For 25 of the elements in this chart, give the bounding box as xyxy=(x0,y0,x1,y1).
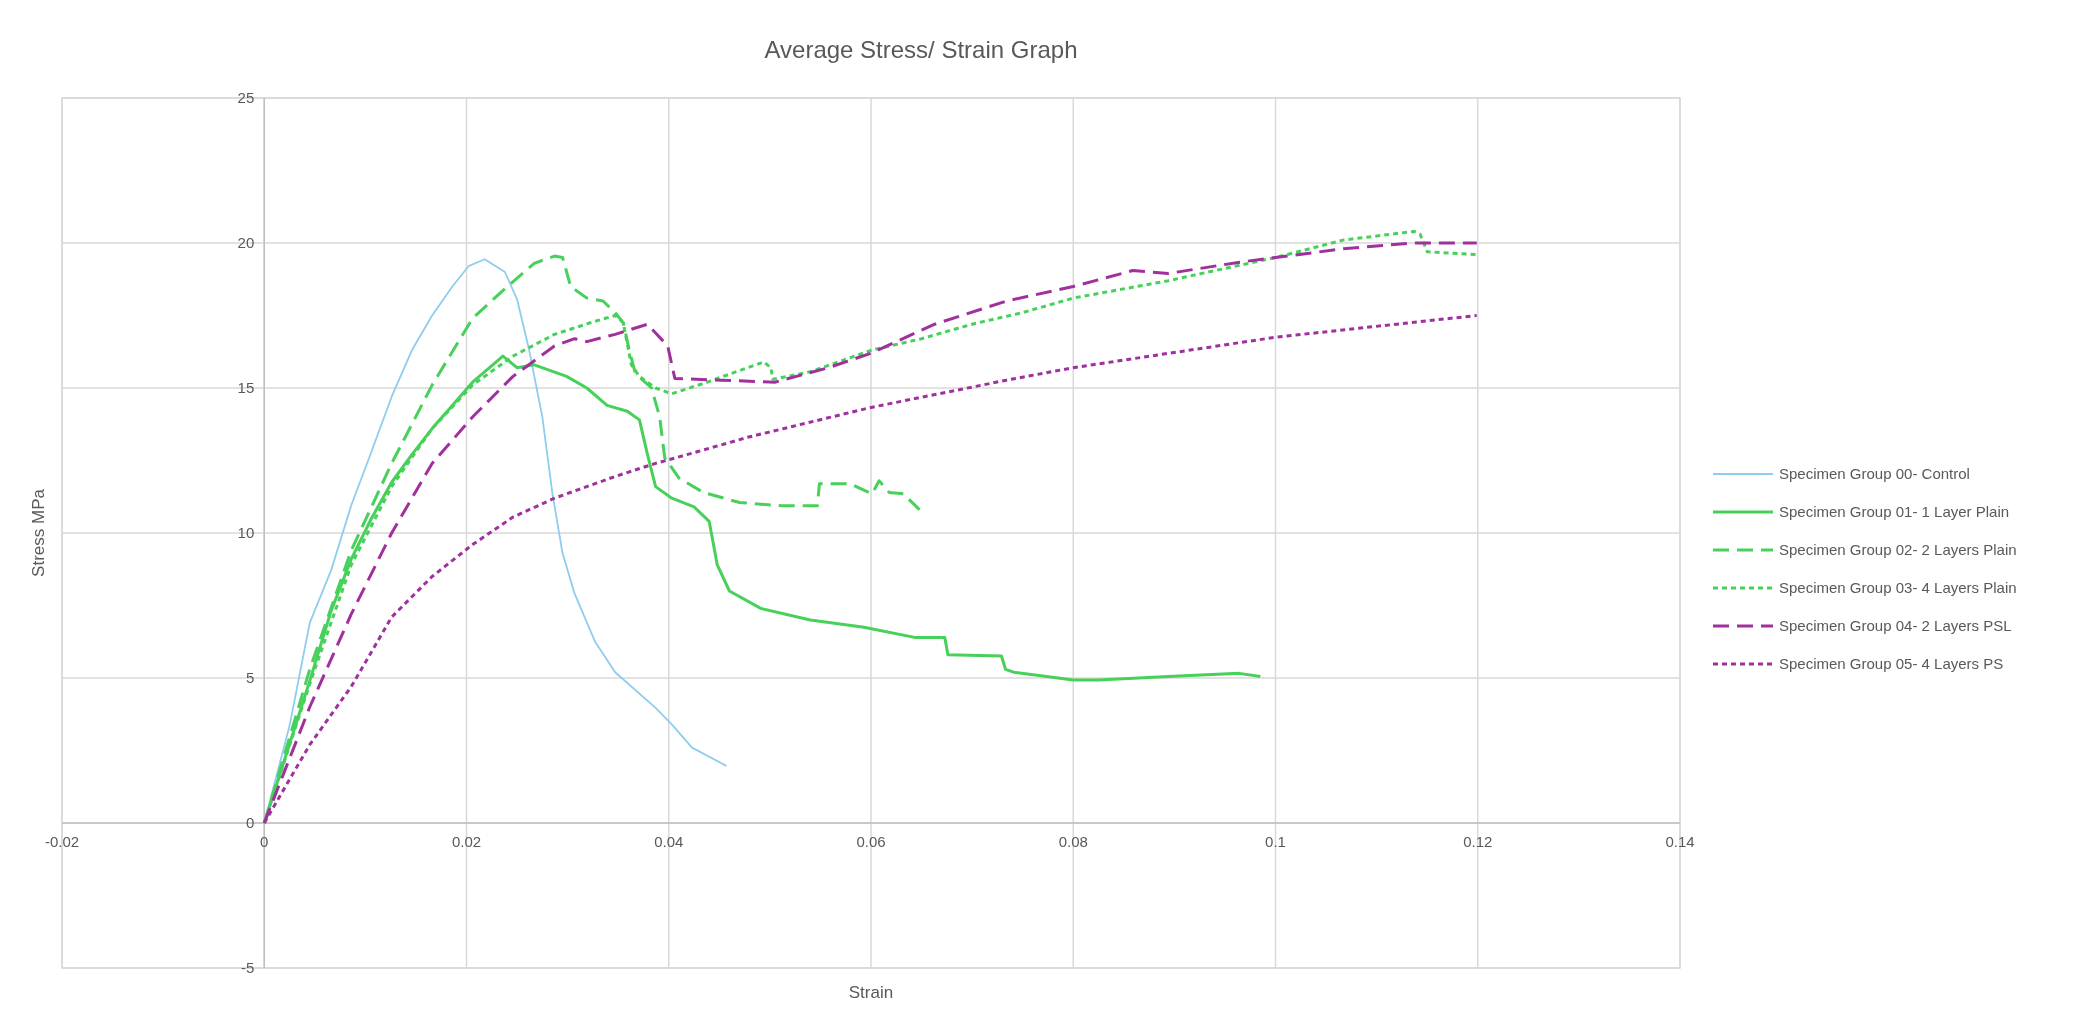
y-tick-label: 15 xyxy=(237,379,255,396)
x-tick-label: 0.14 xyxy=(1665,833,1695,850)
x-tick-label: 0.04 xyxy=(654,833,684,850)
x-tick-label: 0.1 xyxy=(1265,833,1286,850)
legend-label: Specimen Group 02- 2 Layers Plain xyxy=(1779,541,2017,558)
x-tick-label: 0.02 xyxy=(451,833,482,850)
legend-label: Specimen Group 00- Control xyxy=(1779,465,1970,482)
legend-label: Specimen Group 05- 4 Layers PS xyxy=(1779,655,2004,672)
x-tick-label: 0.06 xyxy=(856,833,886,850)
y-tick-label: -5 xyxy=(240,959,255,976)
y-tick-label: 10 xyxy=(237,524,255,541)
x-tick-label: -0.02 xyxy=(44,833,80,850)
x-axis-title: Strain xyxy=(848,983,894,1002)
legend-label: Specimen Group 01- 1 Layer Plain xyxy=(1779,503,2010,520)
y-tick-label: 20 xyxy=(237,234,255,251)
legend-label: Specimen Group 04- 2 Layers PSL xyxy=(1779,617,2012,634)
legend-label: Specimen Group 03- 4 Layers Plain xyxy=(1779,579,2017,596)
y-tick-label: 5 xyxy=(245,669,255,686)
x-tick-label: 0 xyxy=(260,833,269,850)
y-tick-label: 25 xyxy=(237,89,255,106)
y-tick-label: 0 xyxy=(245,814,255,831)
y-axis-title: Stress MPa xyxy=(29,488,48,577)
x-tick-label: 0.12 xyxy=(1463,833,1493,850)
chart-title: Average Stress/ Strain Graph xyxy=(764,36,1078,63)
x-tick-label: 0.08 xyxy=(1058,833,1088,850)
